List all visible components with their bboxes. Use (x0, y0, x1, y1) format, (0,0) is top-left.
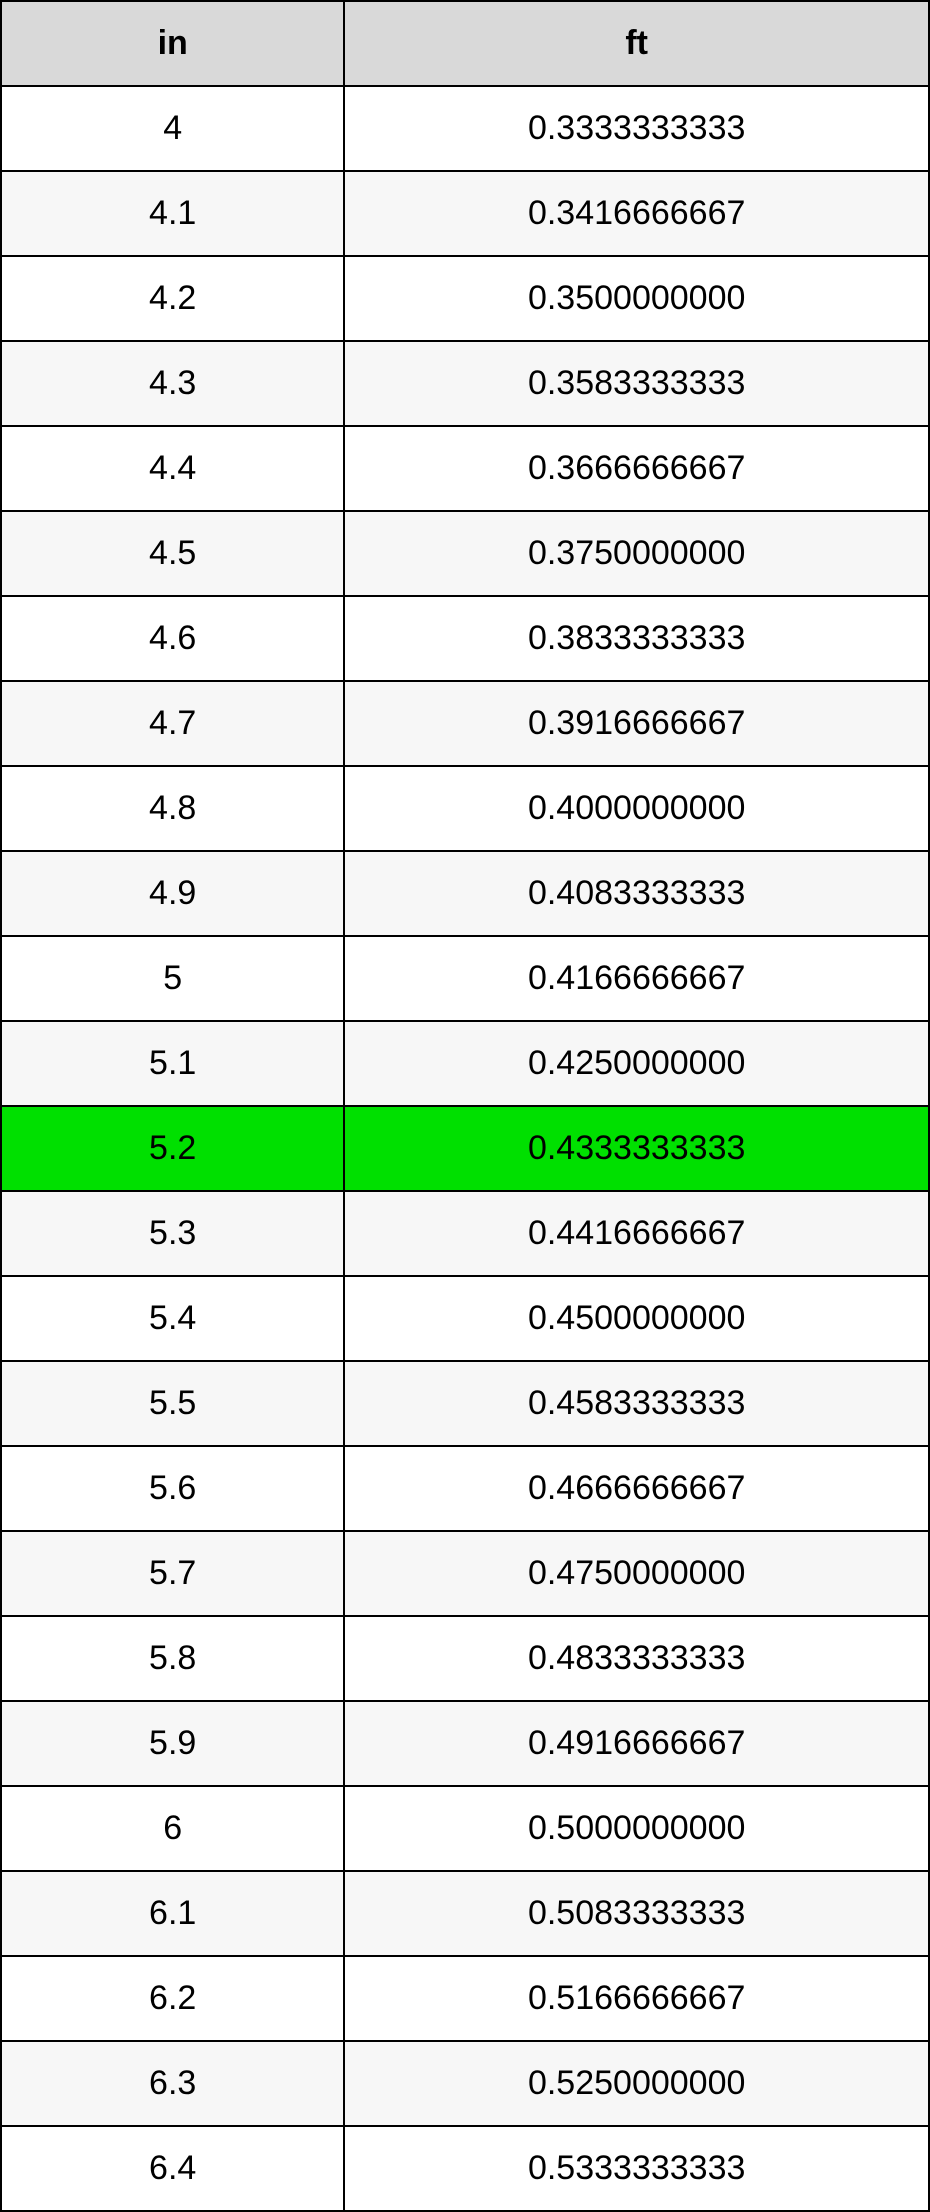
table-row: 60.5000000000 (1, 1786, 929, 1871)
table-row: 4.90.4083333333 (1, 851, 929, 936)
table-header-row: in ft (1, 1, 929, 86)
cell-in: 4.1 (1, 171, 344, 256)
cell-in: 5.1 (1, 1021, 344, 1106)
table-row: 5.10.4250000000 (1, 1021, 929, 1106)
cell-in: 4.5 (1, 511, 344, 596)
table-row: 50.4166666667 (1, 936, 929, 1021)
cell-ft: 0.5083333333 (344, 1871, 929, 1956)
table-row: 4.10.3416666667 (1, 171, 929, 256)
cell-in: 5.4 (1, 1276, 344, 1361)
table-row: 5.90.4916666667 (1, 1701, 929, 1786)
column-header-in: in (1, 1, 344, 86)
table-row: 5.70.4750000000 (1, 1531, 929, 1616)
cell-ft: 0.4583333333 (344, 1361, 929, 1446)
cell-ft: 0.3833333333 (344, 596, 929, 681)
table-row: 6.40.5333333333 (1, 2126, 929, 2211)
column-header-ft: ft (344, 1, 929, 86)
cell-ft: 0.3500000000 (344, 256, 929, 341)
cell-in: 5.2 (1, 1106, 344, 1191)
cell-in: 4.7 (1, 681, 344, 766)
cell-ft: 0.5333333333 (344, 2126, 929, 2211)
cell-in: 6.4 (1, 2126, 344, 2211)
cell-ft: 0.4916666667 (344, 1701, 929, 1786)
table-row: 5.80.4833333333 (1, 1616, 929, 1701)
cell-ft: 0.3916666667 (344, 681, 929, 766)
table-row: 5.30.4416666667 (1, 1191, 929, 1276)
cell-in: 4.4 (1, 426, 344, 511)
cell-ft: 0.4833333333 (344, 1616, 929, 1701)
cell-in: 4.3 (1, 341, 344, 426)
cell-ft: 0.3750000000 (344, 511, 929, 596)
table-row: 5.40.4500000000 (1, 1276, 929, 1361)
cell-in: 5.3 (1, 1191, 344, 1276)
table-row: 4.80.4000000000 (1, 766, 929, 851)
cell-ft: 0.4500000000 (344, 1276, 929, 1361)
cell-ft: 0.4083333333 (344, 851, 929, 936)
cell-in: 5.8 (1, 1616, 344, 1701)
cell-ft: 0.3416666667 (344, 171, 929, 256)
table-row: 4.40.3666666667 (1, 426, 929, 511)
table-row: 6.10.5083333333 (1, 1871, 929, 1956)
cell-in: 6.2 (1, 1956, 344, 2041)
cell-in: 5.6 (1, 1446, 344, 1531)
table-row: 4.30.3583333333 (1, 341, 929, 426)
cell-ft: 0.3666666667 (344, 426, 929, 511)
cell-ft: 0.4000000000 (344, 766, 929, 851)
cell-ft: 0.4166666667 (344, 936, 929, 1021)
table-body: 40.33333333334.10.34166666674.20.3500000… (1, 86, 929, 2211)
cell-in: 6.3 (1, 2041, 344, 2126)
table-row: 4.20.3500000000 (1, 256, 929, 341)
cell-in: 5.9 (1, 1701, 344, 1786)
table-row: 5.60.4666666667 (1, 1446, 929, 1531)
cell-ft: 0.5250000000 (344, 2041, 929, 2126)
table-row: 5.20.4333333333 (1, 1106, 929, 1191)
conversion-table: in ft 40.33333333334.10.34166666674.20.3… (0, 0, 930, 2212)
table-row: 6.20.5166666667 (1, 1956, 929, 2041)
cell-in: 6.1 (1, 1871, 344, 1956)
cell-in: 5.7 (1, 1531, 344, 1616)
cell-ft: 0.4333333333 (344, 1106, 929, 1191)
table-row: 4.60.3833333333 (1, 596, 929, 681)
cell-in: 6 (1, 1786, 344, 1871)
cell-in: 4.2 (1, 256, 344, 341)
table-row: 4.70.3916666667 (1, 681, 929, 766)
cell-ft: 0.4666666667 (344, 1446, 929, 1531)
cell-in: 4.9 (1, 851, 344, 936)
cell-in: 5.5 (1, 1361, 344, 1446)
cell-in: 4 (1, 86, 344, 171)
cell-ft: 0.3583333333 (344, 341, 929, 426)
cell-ft: 0.4250000000 (344, 1021, 929, 1106)
table-row: 5.50.4583333333 (1, 1361, 929, 1446)
cell-ft: 0.4416666667 (344, 1191, 929, 1276)
cell-in: 4.8 (1, 766, 344, 851)
cell-ft: 0.5000000000 (344, 1786, 929, 1871)
cell-in: 5 (1, 936, 344, 1021)
cell-ft: 0.5166666667 (344, 1956, 929, 2041)
table-row: 4.50.3750000000 (1, 511, 929, 596)
table-row: 40.3333333333 (1, 86, 929, 171)
cell-in: 4.6 (1, 596, 344, 681)
cell-ft: 0.4750000000 (344, 1531, 929, 1616)
table-row: 6.30.5250000000 (1, 2041, 929, 2126)
cell-ft: 0.3333333333 (344, 86, 929, 171)
